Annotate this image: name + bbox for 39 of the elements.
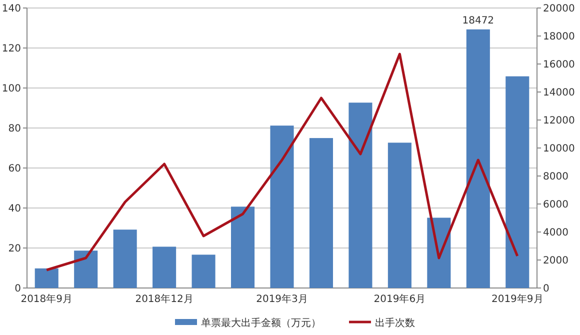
y2-tick-label: 16000 — [543, 60, 575, 70]
y2-tick-label: 2000 — [543, 256, 568, 266]
x-tick-label: 2018年9月 — [20, 293, 73, 305]
x-tick-label: 2018年12月 — [135, 293, 194, 305]
y2-tick-label: 12000 — [543, 116, 575, 126]
bar — [388, 142, 412, 288]
bar — [270, 126, 294, 288]
y2-tick-label: 20000 — [543, 4, 575, 14]
bar — [506, 76, 530, 288]
bar — [309, 138, 333, 288]
bar — [231, 206, 255, 288]
x-tick-label: 2019年6月 — [374, 293, 426, 305]
y-tick-label: 120 — [2, 44, 21, 54]
bar — [348, 102, 372, 288]
y2-tick-label: 4000 — [543, 228, 568, 238]
y-tick-label: 20 — [8, 244, 21, 254]
legend-label: 出手次数 — [375, 317, 415, 329]
legend-label: 单票最大出手金额（万元） — [201, 317, 321, 329]
bar — [34, 268, 58, 288]
bar — [152, 246, 176, 288]
y2-tick-label: 18000 — [543, 32, 575, 42]
bar — [466, 29, 490, 288]
y2-tick-label: 6000 — [543, 200, 568, 210]
data-label: 18472 — [462, 15, 494, 26]
y2-tick-label: 8000 — [543, 172, 568, 182]
y-tick-label: 40 — [8, 204, 21, 214]
y2-tick-label: 10000 — [543, 144, 575, 154]
y-tick-label: 60 — [8, 164, 21, 174]
bar — [113, 230, 137, 288]
y-tick-label: 0 — [14, 284, 21, 294]
y2-tick-label: 0 — [543, 284, 550, 294]
y-tick-label: 140 — [2, 4, 21, 14]
x-tick-label: 2019年3月 — [256, 293, 308, 305]
bar — [74, 250, 98, 288]
x-tick-label: 2019年9月 — [491, 293, 544, 305]
bar — [192, 254, 216, 288]
y-tick-label: 80 — [8, 124, 21, 134]
y-tick-label: 100 — [2, 84, 21, 94]
y2-tick-label: 14000 — [543, 88, 575, 98]
